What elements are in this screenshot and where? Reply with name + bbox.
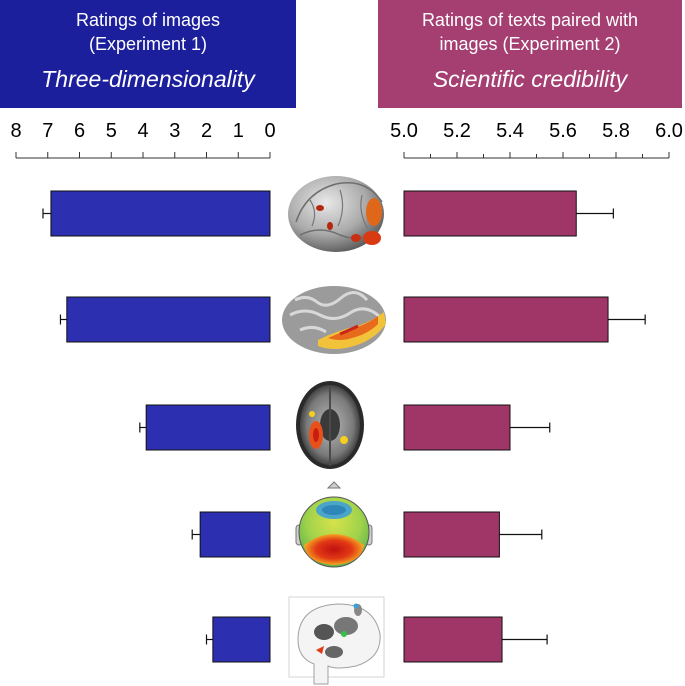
- glass-brain-map-image: [288, 596, 385, 685]
- left-bars: [42, 190, 271, 663]
- left-tick-label: 3: [169, 120, 180, 142]
- left-tick-label: 0: [264, 120, 275, 142]
- left-panel-header: Ratings of images (Experiment 1) Three-d…: [0, 0, 296, 108]
- left-tick-label: 8: [10, 120, 21, 142]
- left-bar: [145, 404, 271, 451]
- left-bar: [50, 190, 271, 237]
- right-bar: [403, 616, 503, 663]
- right-tick-label: 5.4: [496, 120, 524, 142]
- right-tick-label: 6.0: [655, 120, 683, 142]
- right-tick-label: 5.2: [443, 120, 471, 142]
- left-heading-line1: Ratings of images: [75, 10, 221, 30]
- brain-3d-render-image: [288, 176, 384, 252]
- left-tick-label: 6: [74, 120, 85, 142]
- left-tick-label: 7: [42, 120, 53, 142]
- right-bar: [403, 296, 609, 343]
- right-bar: [403, 190, 577, 237]
- left-bar: [66, 296, 271, 343]
- left-tick-label: 4: [137, 120, 148, 142]
- right-panel-header: Ratings of texts paired with images (Exp…: [378, 0, 682, 108]
- left-bar: [199, 511, 271, 558]
- left-bar: [212, 616, 271, 663]
- right-bars: [403, 190, 646, 663]
- right-tick-label: 5.0: [390, 120, 418, 142]
- right-bar: [403, 511, 500, 558]
- left-tick-label: 5: [106, 120, 117, 142]
- right-heading-line2: images (Experiment 2): [439, 34, 621, 54]
- left-heading-line2: (Experiment 1): [88, 34, 208, 54]
- right-heading-line1: Ratings of texts paired with: [421, 10, 639, 30]
- left-tick-label: 1: [233, 120, 244, 142]
- right-dimension-title: Scientific credibility: [432, 66, 628, 92]
- inflated-cortex-image: [282, 286, 386, 354]
- right-x-axis: 5.0 5.2 5.4 5.6 5.8 6.0: [390, 120, 683, 159]
- left-tick-label: 2: [201, 120, 212, 142]
- axial-mri-slice-image: [296, 381, 364, 469]
- left-dimension-title: Three-dimensionality: [41, 66, 255, 92]
- eeg-topographic-map-image: [295, 481, 373, 568]
- right-tick-label: 5.6: [549, 120, 577, 142]
- right-bar: [403, 404, 511, 451]
- right-tick-label: 5.8: [602, 120, 630, 142]
